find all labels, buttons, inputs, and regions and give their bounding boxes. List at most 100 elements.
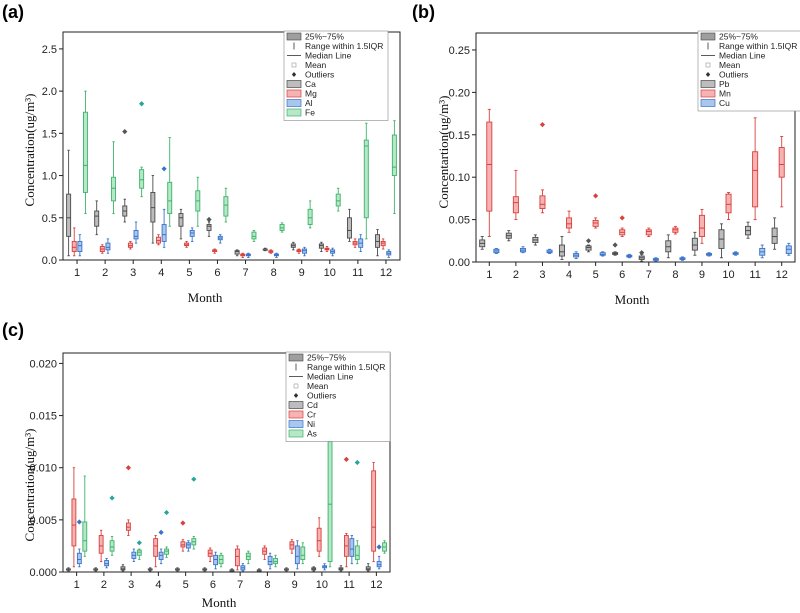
box-cu-month-8 — [679, 256, 686, 261]
legend-swatch-outlier — [291, 72, 297, 77]
panel-label: (b) — [412, 2, 435, 22]
y-tick-label: 2.5 — [42, 44, 57, 56]
box-fe-month-4 — [167, 137, 173, 227]
box-cd-month-8 — [256, 568, 262, 572]
iqr-box — [213, 554, 219, 566]
box-as-month-2 — [109, 495, 115, 556]
plot-frame — [62, 31, 401, 261]
iqr-box — [234, 548, 240, 567]
box-as-month-8 — [273, 554, 278, 568]
box-al-month-11 — [358, 234, 364, 253]
box-pb-month-9 — [691, 231, 698, 256]
box-cr-month-7 — [234, 545, 240, 571]
legend-label: Range within 1.5IQR — [305, 41, 383, 51]
box-mg-month-6 — [212, 248, 218, 254]
iqr-box — [136, 549, 142, 556]
box-ni-month-7 — [240, 563, 246, 572]
iqr-box — [294, 545, 300, 565]
box-ni-month-2 — [104, 557, 110, 569]
box-al-month-6 — [217, 234, 223, 244]
outlier-point — [76, 519, 82, 525]
box-cu-month-1 — [493, 247, 500, 254]
box-ca-month-7 — [234, 249, 240, 257]
box-mn-month-6 — [619, 215, 626, 238]
iqr-box — [778, 147, 785, 178]
iqr-box — [512, 196, 519, 214]
legend-swatch-al — [286, 99, 302, 107]
legend-label: 25%~75% — [719, 32, 758, 42]
box-cu-month-2 — [519, 246, 526, 254]
x-tick-label: 5 — [186, 267, 192, 279]
box-cd-month-4 — [147, 567, 153, 572]
box-cr-month-5 — [180, 520, 186, 552]
x-tick-label: 12 — [370, 579, 382, 591]
box-pb-month-4 — [558, 236, 565, 260]
iqr-box — [251, 231, 257, 240]
box-fe-month-1 — [82, 90, 88, 215]
iqr-box — [558, 244, 565, 257]
box-mn-month-2 — [512, 169, 519, 221]
box-al-month-7 — [245, 252, 251, 258]
x-tick-label: 10 — [722, 269, 734, 281]
box-cu-month-5 — [599, 251, 606, 257]
box-pb-month-3 — [532, 234, 539, 246]
iqr-box — [267, 555, 273, 566]
box-cu-month-11 — [759, 244, 766, 259]
iqr-box — [161, 224, 167, 242]
box-ni-month-6 — [213, 551, 219, 570]
box-mg-month-5 — [184, 240, 190, 248]
legend-label: Outliers — [719, 70, 748, 80]
x-tick-label: 8 — [271, 267, 277, 279]
y-axis-label: Concentartion(ug/m³) — [436, 96, 451, 209]
x-tick-label: 6 — [210, 579, 216, 591]
box-ni-month-10 — [322, 563, 328, 571]
x-tick-label: 2 — [101, 579, 107, 591]
legend-label: Mn — [719, 89, 731, 99]
legend-label: Cr — [307, 410, 316, 420]
x-tick-label: 1 — [74, 579, 80, 591]
iqr-box — [300, 546, 306, 560]
x-tick-label: 2 — [102, 267, 108, 279]
x-tick-label: 11 — [749, 269, 760, 281]
legend-swatch-pb — [700, 80, 716, 88]
x-tick-label: 6 — [214, 267, 220, 279]
y-tick-label: 0.020 — [29, 358, 57, 370]
y-tick-label: 0.010 — [29, 463, 57, 475]
iqr-box — [223, 196, 229, 217]
iqr-box — [273, 557, 278, 565]
x-axis-label: Month — [188, 290, 223, 305]
outlier-point — [593, 193, 599, 199]
iqr-box — [307, 208, 313, 225]
box-al-month-8 — [273, 252, 279, 258]
iqr-box — [335, 193, 341, 207]
box-ca-month-9 — [290, 241, 296, 251]
iqr-box — [167, 181, 173, 215]
iqr-box — [234, 250, 240, 255]
box-mg-month-3 — [127, 240, 133, 250]
x-tick-label: 3 — [128, 579, 134, 591]
box-fe-month-7 — [251, 229, 257, 242]
x-tick-label: 4 — [158, 267, 164, 279]
x-tick-label: 7 — [646, 269, 652, 281]
outlier-point — [376, 544, 382, 550]
box-ni-month-4 — [158, 529, 164, 565]
x-tick-label: 1 — [74, 267, 80, 279]
iqr-box — [354, 545, 360, 560]
iqr-box — [365, 566, 371, 571]
box-mg-month-12 — [380, 238, 386, 250]
box-cr-month-4 — [153, 535, 159, 568]
x-tick-label: 5 — [183, 579, 189, 591]
box-mn-month-11 — [752, 117, 759, 221]
box-cd-month-5 — [175, 567, 180, 572]
x-tick-label: 12 — [380, 267, 392, 279]
panel-b: (b) Month Concentartion(ug/m³) 0.00 0.05 0… — [412, 2, 800, 307]
box-ni-month-5 — [185, 540, 191, 552]
outlier-point — [585, 238, 592, 244]
iqr-box — [164, 548, 169, 555]
x-tick-label: 6 — [619, 269, 625, 281]
iqr-box — [363, 139, 369, 219]
legend-label: Ni — [307, 419, 315, 429]
y-tick-label: 1.0 — [42, 171, 57, 183]
box-al-month-10 — [330, 247, 336, 257]
